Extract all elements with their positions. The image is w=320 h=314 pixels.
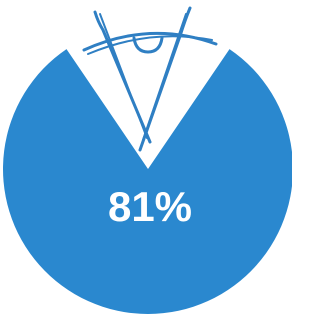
pie	[3, 49, 292, 314]
value-label: 81%	[108, 183, 192, 230]
chart: 81%	[0, 0, 292, 314]
page: 81% (() => { const data = JSON.parse(doc…	[0, 0, 320, 314]
pie-slice	[3, 49, 292, 314]
